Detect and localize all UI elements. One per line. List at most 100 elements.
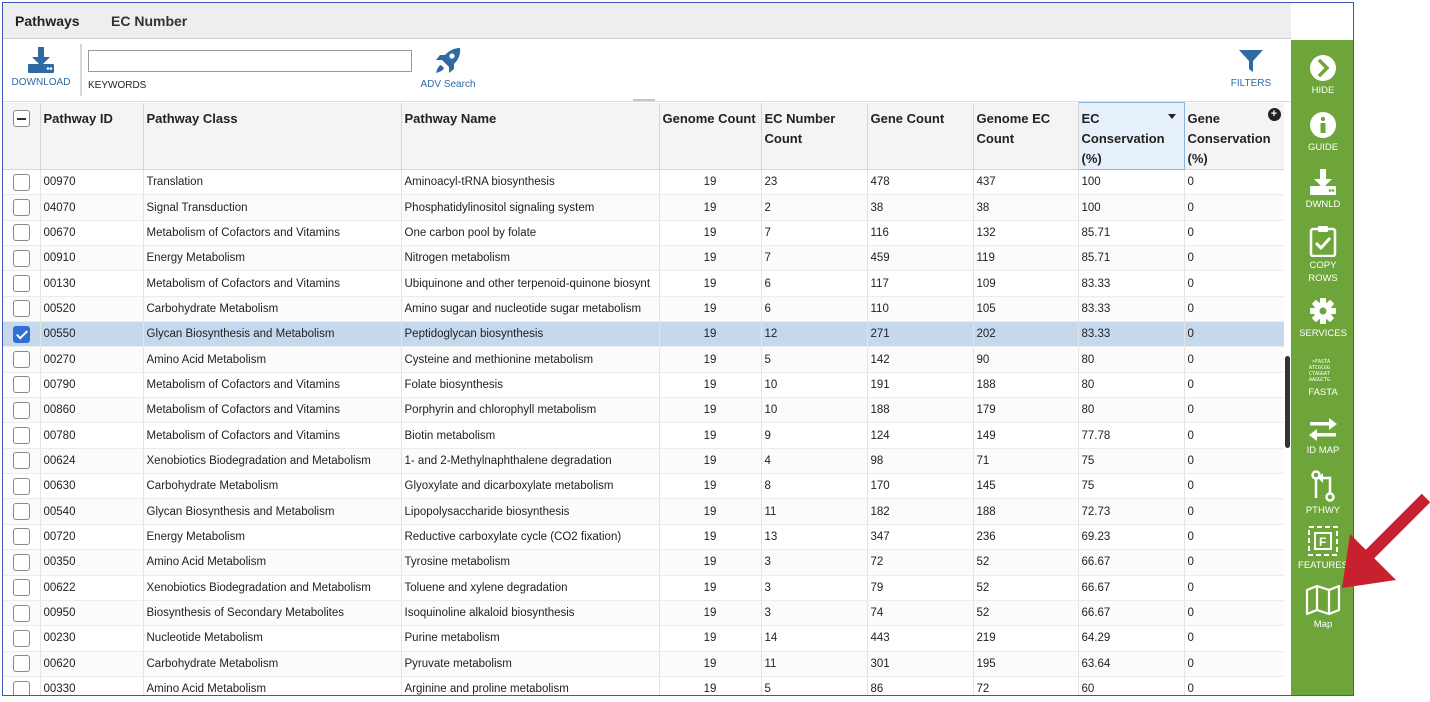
row-checkbox[interactable] — [12, 351, 30, 369]
table-row[interactable]: 00330 Amino Acid Metabolism Arginine and p… — [3, 676, 1284, 695]
select-all-checkbox[interactable] — [12, 109, 30, 127]
row-select-cell[interactable] — [3, 600, 41, 627]
col-header-pathway-name[interactable]: Pathway Name — [401, 102, 660, 170]
guide-button[interactable]: GUIDE — [1291, 111, 1353, 154]
scrollbar-thumb[interactable] — [1285, 356, 1290, 448]
cell-ec-conservation: 85.71 — [1078, 245, 1185, 272]
tab-ec-number[interactable]: EC Number — [111, 13, 188, 29]
table-row[interactable]: 00860 Metabolism of Cofactors and Vitamin… — [3, 397, 1284, 424]
table-row[interactable]: 00670 Metabolism of Cofactors and Vitamin… — [3, 220, 1284, 247]
row-checkbox[interactable] — [12, 503, 30, 521]
row-select-cell[interactable] — [3, 625, 41, 652]
row-select-cell[interactable] — [3, 448, 41, 475]
row-checkbox[interactable] — [12, 300, 30, 318]
table-row[interactable]: 00950 Biosynthesis of Secondary Metabolit… — [3, 600, 1284, 627]
table-row[interactable]: 04070 Signal Transduction Phosphatidylinos… — [3, 194, 1284, 221]
row-select-cell[interactable] — [3, 397, 41, 424]
col-header-ec-conservation[interactable]: EC Conservation (%) — [1077, 102, 1185, 170]
row-select-cell[interactable] — [3, 473, 41, 500]
table-row[interactable]: 00350 Amino Acid Metabolism Tyrosine metab… — [3, 549, 1284, 576]
fasta-button[interactable]: >FASTA ATCGCGG CTAGGAT AAGGCTG FASTA — [1291, 358, 1353, 399]
row-checkbox[interactable] — [12, 680, 30, 695]
filters-button[interactable]: FILTERS — [1225, 48, 1277, 89]
table-row[interactable]: 00630 Carbohydrate Metabolism Glyoxylate a… — [3, 473, 1284, 500]
row-checkbox[interactable] — [12, 427, 30, 445]
table-row[interactable]: 00970 Translation Aminoacyl-tRNA biosynthe… — [3, 169, 1284, 196]
column-chooser-icon[interactable]: + — [1267, 107, 1281, 121]
row-checkbox[interactable] — [12, 452, 30, 470]
row-checkbox[interactable] — [12, 655, 30, 673]
services-button[interactable]: SERVICES — [1291, 297, 1353, 340]
table-row[interactable]: 00550 Glycan Biosynthesis and Metabolism P… — [3, 321, 1284, 348]
row-select-cell[interactable] — [3, 194, 41, 221]
table-row[interactable]: 00230 Nucleotide Metabolism Purine metabol… — [3, 625, 1284, 652]
row-select-cell[interactable] — [3, 651, 41, 677]
row-checkbox[interactable] — [12, 579, 30, 597]
table-row[interactable]: 00540 Glycan Biosynthesis and Metabolism L… — [3, 498, 1284, 525]
row-checkbox[interactable] — [12, 376, 30, 394]
pathway-table: Pathway ID Pathway Class Pathway Name Ge… — [3, 102, 1284, 695]
table-row[interactable]: 00790 Metabolism of Cofactors and Vitamin… — [3, 372, 1284, 399]
row-checkbox[interactable] — [12, 173, 30, 191]
row-select-cell[interactable] — [3, 169, 41, 196]
row-checkbox[interactable] — [12, 275, 30, 293]
row-select-cell[interactable] — [3, 524, 41, 551]
cell-genome-count: 19 — [659, 372, 762, 399]
table-row[interactable]: 00720 Energy Metabolism Reductive carboxyl… — [3, 524, 1284, 551]
row-select-cell[interactable] — [3, 422, 41, 449]
row-checkbox[interactable] — [12, 325, 30, 343]
row-select-cell[interactable] — [3, 549, 41, 576]
tab-pathways[interactable]: Pathways — [15, 13, 80, 29]
table-row[interactable]: 00270 Amino Acid Metabolism Cysteine and m… — [3, 346, 1284, 373]
map-button[interactable]: Map — [1291, 584, 1353, 631]
table-row[interactable]: 00624 Xenobiotics Biodegradation and Meta… — [3, 448, 1284, 475]
row-checkbox[interactable] — [12, 249, 30, 267]
gear-icon — [1310, 298, 1336, 324]
row-select-cell[interactable] — [3, 321, 41, 348]
pthwy-button[interactable]: PTHWY — [1291, 470, 1353, 517]
grid-scrollbar[interactable] — [1284, 102, 1291, 695]
row-select-cell[interactable] — [3, 346, 41, 373]
table-row[interactable]: 00780 Metabolism of Cofactors and Vitamin… — [3, 422, 1284, 449]
row-select-cell[interactable] — [3, 372, 41, 399]
id-map-button[interactable]: ID MAP — [1291, 416, 1353, 457]
features-button[interactable]: F FEATURES — [1291, 525, 1353, 572]
col-header-gene-count[interactable]: Gene Count — [867, 102, 974, 170]
row-select-cell[interactable] — [3, 245, 41, 272]
hide-button[interactable]: HIDE — [1291, 54, 1353, 97]
col-header-genome-ec-count[interactable]: Genome EC Count — [973, 102, 1079, 170]
row-checkbox[interactable] — [12, 401, 30, 419]
download-button[interactable]: DOWNLOAD — [9, 46, 73, 88]
row-select-cell[interactable] — [3, 498, 41, 525]
copy-rows-button[interactable]: COPY ROWS — [1291, 225, 1353, 285]
col-header-gene-conservation[interactable]: Gene Conservation (%) + — [1184, 102, 1284, 170]
col-header-genome-count[interactable]: Genome Count — [659, 102, 762, 170]
id-map-label: ID MAP — [1306, 445, 1340, 456]
col-header-pathway-id[interactable]: Pathway ID — [40, 102, 144, 170]
row-select-cell[interactable] — [3, 676, 41, 695]
row-select-cell[interactable] — [3, 296, 41, 323]
row-select-cell[interactable] — [3, 220, 41, 247]
table-row[interactable]: 00130 Metabolism of Cofactors and Vitamin… — [3, 270, 1284, 297]
row-checkbox[interactable] — [12, 224, 30, 242]
col-header-pathway-class[interactable]: Pathway Class — [143, 102, 402, 170]
adv-search-button[interactable]: ADV Search — [415, 46, 481, 90]
row-checkbox[interactable] — [12, 528, 30, 546]
table-row[interactable]: 00620 Carbohydrate Metabolism Pyruvate met… — [3, 651, 1284, 677]
row-checkbox[interactable] — [12, 553, 30, 571]
cell-gene-conservation: 0 — [1184, 321, 1284, 348]
col-header-ec-number-count[interactable]: EC Number Count — [761, 102, 868, 170]
keywords-input[interactable] — [88, 50, 412, 72]
row-checkbox[interactable] — [12, 477, 30, 495]
row-select-cell[interactable] — [3, 575, 41, 601]
fasta-label: FASTA — [1308, 387, 1338, 398]
table-row[interactable]: 00622 Xenobiotics Biodegradation and Meta… — [3, 575, 1284, 601]
dwnld-button[interactable]: DWNLD — [1291, 168, 1353, 211]
row-select-cell[interactable] — [3, 270, 41, 297]
table-row[interactable]: 00910 Energy Metabolism Nitrogen metabolis… — [3, 245, 1284, 272]
table-row[interactable]: 00520 Carbohydrate Metabolism Amino sugar … — [3, 296, 1284, 323]
row-checkbox[interactable] — [12, 199, 30, 217]
select-all-header[interactable] — [3, 102, 41, 170]
row-checkbox[interactable] — [12, 629, 30, 647]
row-checkbox[interactable] — [12, 604, 30, 622]
